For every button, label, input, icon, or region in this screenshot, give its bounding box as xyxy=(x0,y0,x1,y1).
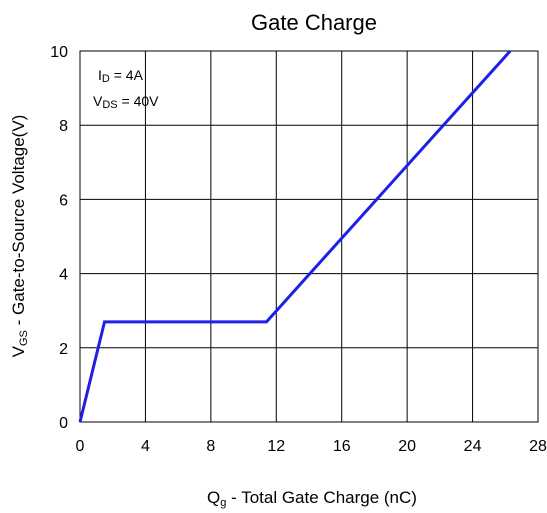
x-tick-label: 28 xyxy=(529,438,547,455)
x-tick-label: 12 xyxy=(267,438,285,455)
series-group xyxy=(78,49,512,423)
x-tick-label: 16 xyxy=(333,438,351,455)
x-tick-label: 4 xyxy=(141,438,150,455)
x-tick-labels: 0 4 8 12 16 20 24 28 xyxy=(76,438,547,455)
x-tick-label: 8 xyxy=(206,438,215,455)
plot-frame xyxy=(79,50,539,423)
y-tick-label: 6 xyxy=(59,192,68,209)
x-axis-label: Qg - Total Gate Charge (nC) xyxy=(207,488,417,509)
chart-title: Gate Charge xyxy=(251,10,377,35)
y-tick-label: 10 xyxy=(50,44,68,61)
y-tick-labels: 0 2 4 6 8 10 xyxy=(50,44,68,432)
x-tick-label: 24 xyxy=(464,438,482,455)
annotation-vds: VDS = 40V xyxy=(93,93,159,111)
y-tick-label: 8 xyxy=(59,118,68,135)
series-line xyxy=(78,49,512,423)
y-tick-label: 4 xyxy=(59,267,68,284)
annotation-id: ID = 4A xyxy=(98,67,144,85)
x-tick-label: 20 xyxy=(398,438,416,455)
y-tick-label: 2 xyxy=(59,341,68,358)
y-axis-label: VGS - Gate-to-Source Voltage(V) xyxy=(9,115,30,358)
y-tick-label: 0 xyxy=(59,415,68,432)
x-tick-label: 0 xyxy=(76,438,85,455)
